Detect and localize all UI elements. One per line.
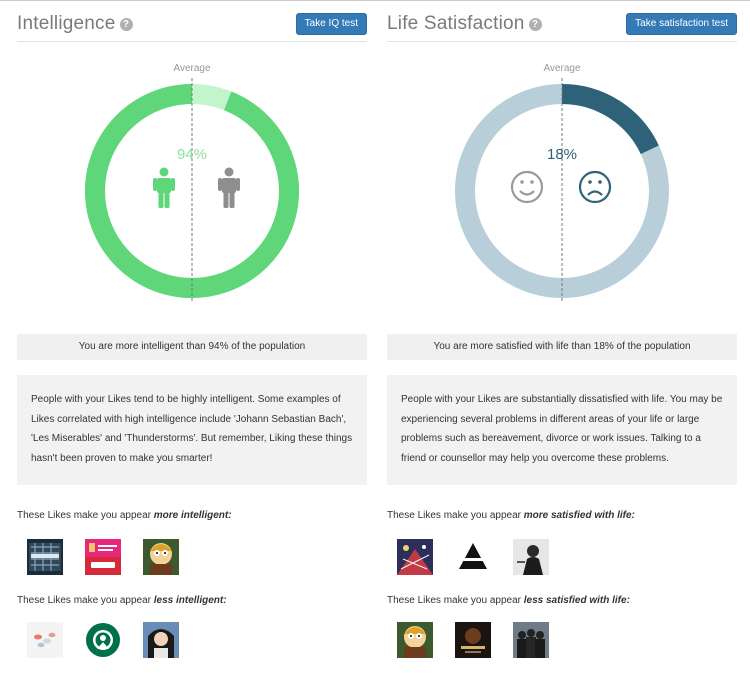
person-icon-green: [153, 167, 175, 208]
satisfaction-summary: You are more satisfied with life than 18…: [387, 334, 737, 360]
more-intelligent-label: These Likes make you appear more intelli…: [17, 510, 232, 521]
dark-poster-thumb[interactable]: [455, 622, 491, 658]
frown-eye: [598, 180, 602, 184]
satisfaction-title: Life Satisfaction?: [387, 12, 542, 36]
average-label: Average: [173, 63, 211, 74]
satisfaction-ring-svg: [455, 78, 669, 302]
person-icon-gray: [218, 167, 240, 208]
take-iq-test-button[interactable]: Take IQ test: [295, 13, 367, 35]
smiley-eye: [530, 180, 534, 184]
intelligence-ring-arc: [85, 84, 299, 298]
more-satisfied-label: These Likes make you appear more satisfi…: [387, 510, 635, 521]
how-i-met-your-mother-thumb[interactable]: [85, 539, 121, 575]
smiley-face-icon: [510, 170, 544, 204]
question-circle-icon[interactable]: ?: [528, 18, 542, 31]
less-satisfied-label: These Likes make you appear less satisfi…: [387, 595, 630, 606]
band-photo-thumb[interactable]: [513, 539, 549, 575]
average-label: Average: [543, 63, 581, 74]
satisfaction-percent: 18%: [546, 146, 578, 163]
satisfaction-header: Life Satisfaction? Take satisfaction tes…: [387, 12, 737, 42]
band-group-thumb[interactable]: [513, 622, 549, 658]
frown-eye: [588, 180, 592, 184]
south-park-character-thumb[interactable]: [143, 539, 179, 575]
intelligence-ring-chart: Average 94%: [17, 56, 367, 306]
top-divider: [0, 0, 750, 1]
satisfaction-ring-chart: Average 18%: [387, 56, 737, 306]
intelligence-summary: You are more intelligent than 94% of the…: [17, 334, 367, 360]
fireworks-poster-thumb[interactable]: [397, 539, 433, 575]
satisfaction-ring-arc: [561, 84, 659, 155]
inception-poster-thumb[interactable]: [27, 539, 63, 575]
intelligence-panel: Intelligence? Take IQ test: [17, 0, 367, 673]
take-satisfaction-test-button[interactable]: Take satisfaction test: [626, 13, 737, 35]
intelligence-header: Intelligence? Take IQ test: [17, 12, 367, 42]
question-circle-icon[interactable]: ?: [119, 18, 133, 31]
less-intelligent-label: These Likes make you appear less intelli…: [17, 595, 227, 606]
smiley-eye: [520, 180, 524, 184]
triangle-logo-thumb[interactable]: [455, 539, 491, 575]
satisfaction-description: People with your Likes are substantially…: [387, 375, 737, 485]
intelligence-description: People with your Likes tend to be highly…: [17, 375, 367, 485]
frown-face-icon: [578, 170, 612, 204]
cartoon-woman-thumb[interactable]: [143, 622, 179, 658]
south-park-character-thumb[interactable]: [397, 622, 433, 658]
satisfaction-panel: Life Satisfaction? Take satisfaction tes…: [387, 0, 737, 673]
pills-thumb[interactable]: [27, 622, 63, 658]
intelligence-percent: 94%: [176, 146, 208, 163]
starbucks-logo-thumb[interactable]: [85, 622, 121, 658]
intelligence-title: Intelligence?: [17, 12, 133, 36]
intelligence-ring-svg: [85, 78, 299, 302]
